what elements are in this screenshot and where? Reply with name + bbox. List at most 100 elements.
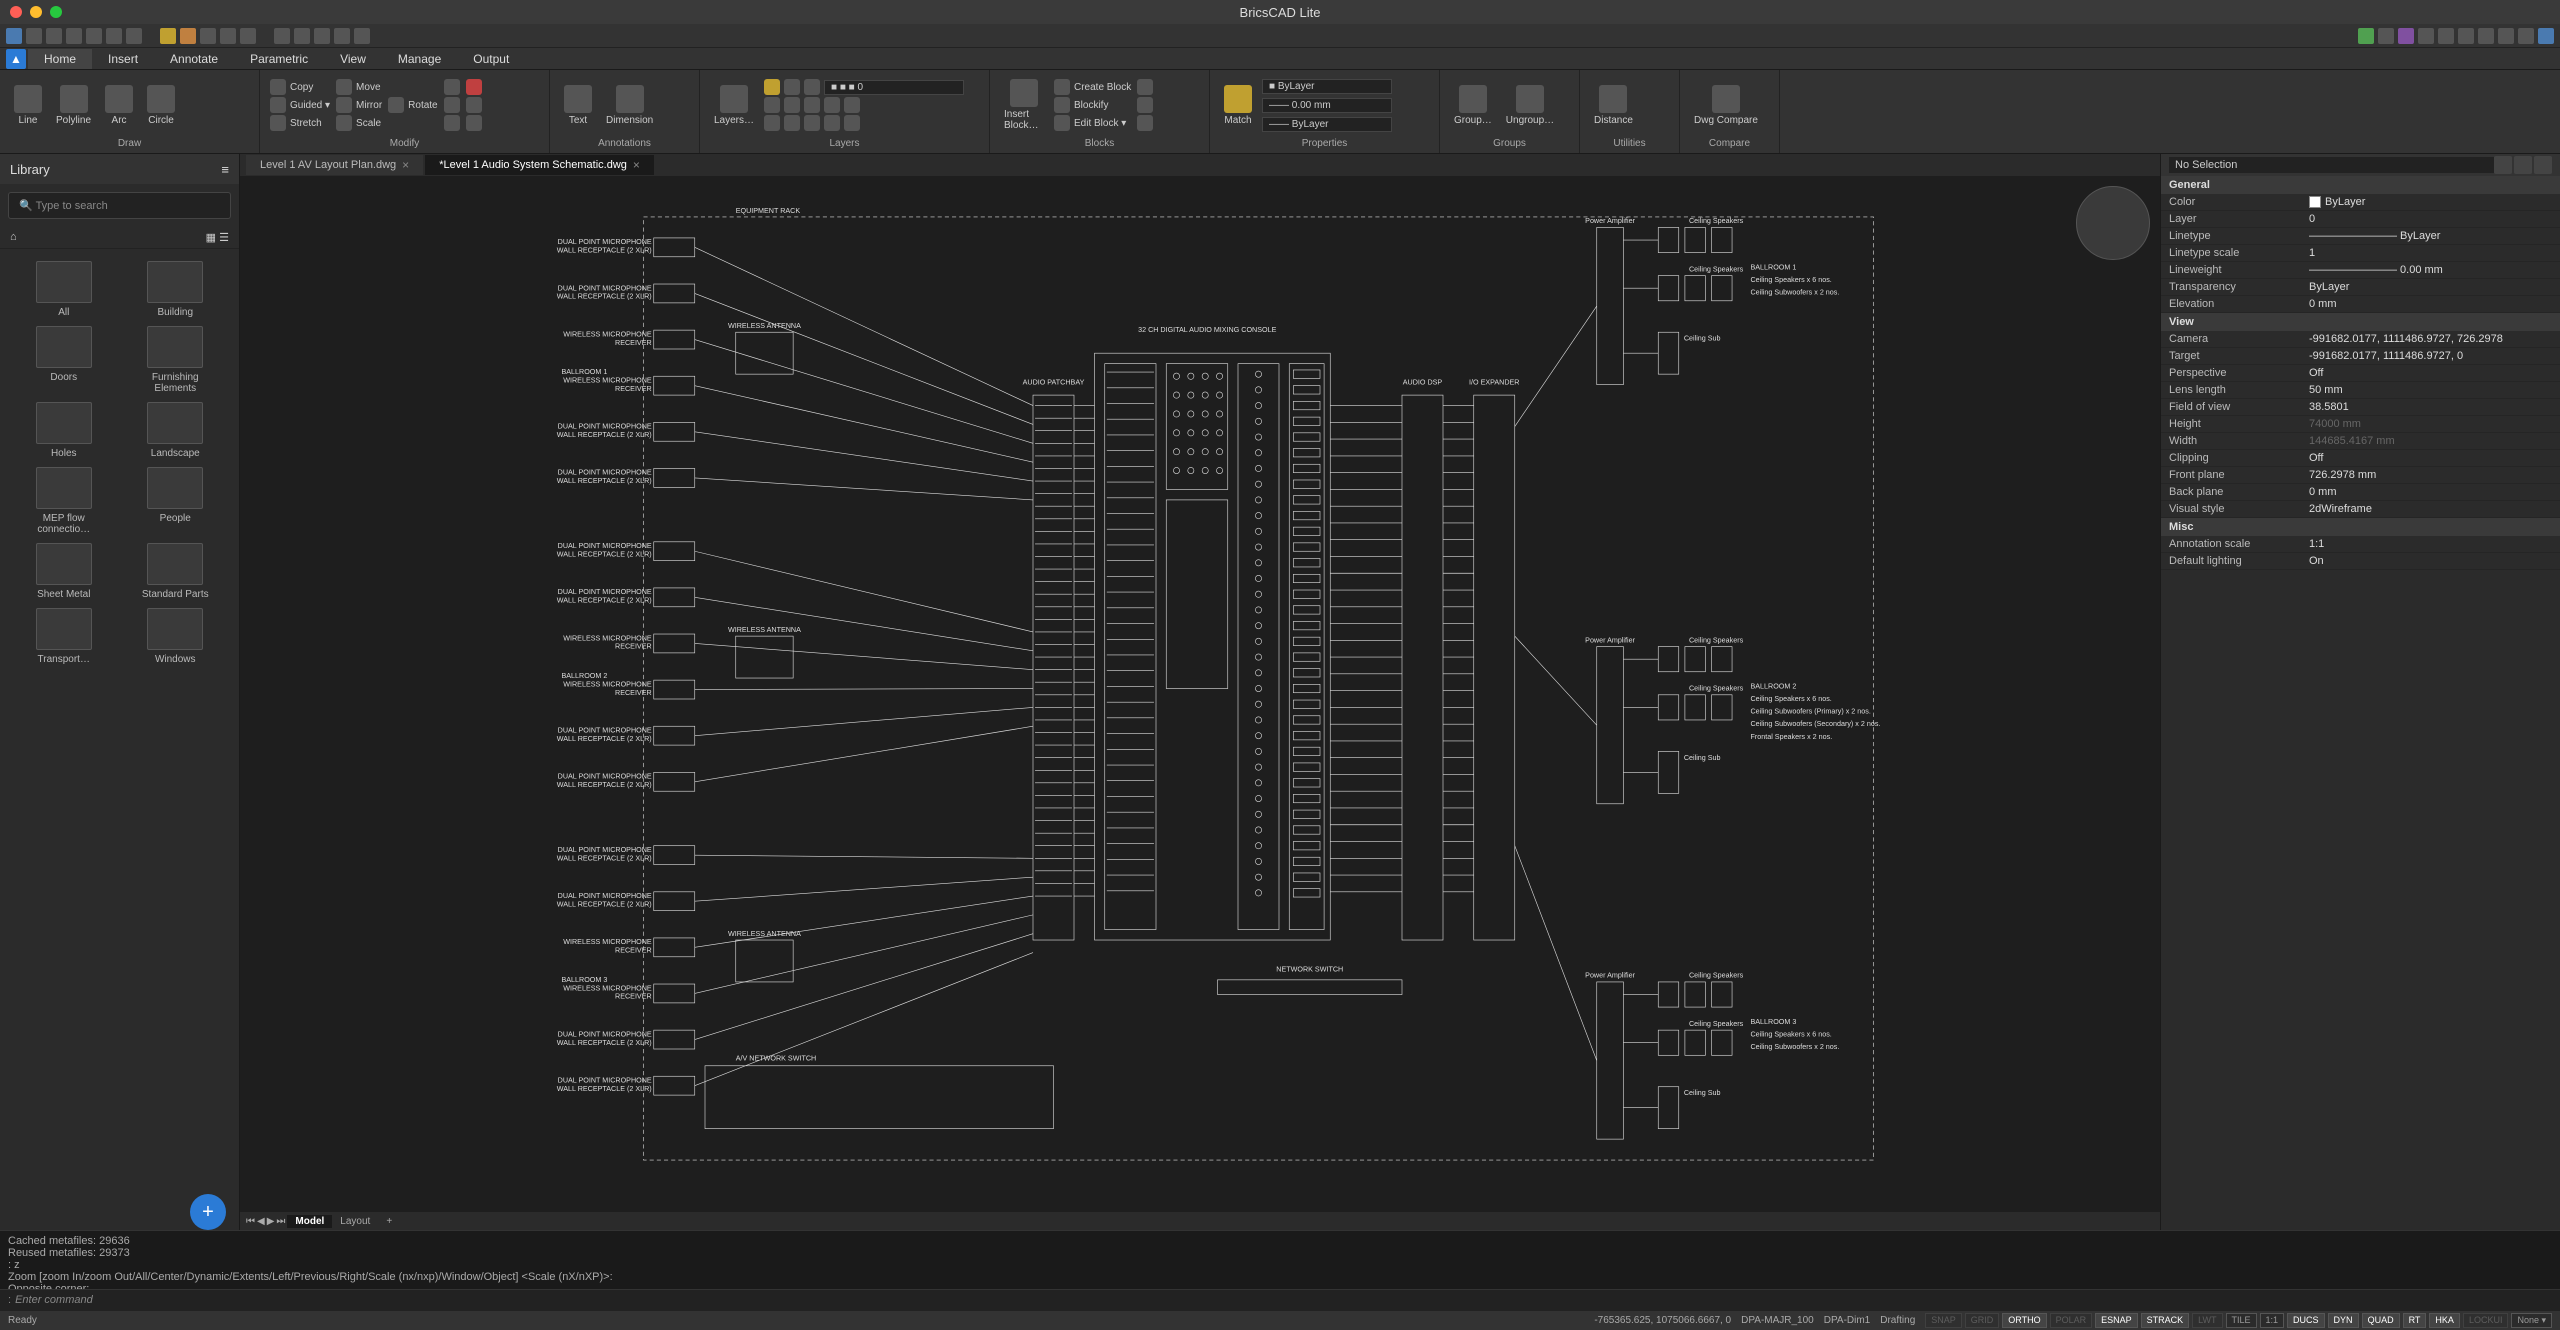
layer-tool-icon[interactable] <box>804 115 820 131</box>
block-tool-icon[interactable] <box>1137 97 1153 113</box>
document-tab[interactable]: Level 1 AV Layout Plan.dwg× <box>246 155 423 175</box>
color-dropdown[interactable]: ■ ByLayer <box>1262 79 1392 94</box>
qat-button[interactable] <box>2418 28 2434 44</box>
status-toggle-none[interactable]: None ▾ <box>2511 1313 2552 1328</box>
ungroup--tool[interactable]: Ungroup… <box>1502 83 1558 128</box>
prop-section-general[interactable]: General <box>2161 176 2560 194</box>
qat-button[interactable] <box>2498 28 2514 44</box>
library-item-sheet-metal[interactable]: Sheet Metal <box>12 543 116 600</box>
nav-last-icon[interactable]: ⏭ <box>276 1216 285 1227</box>
qat-button[interactable] <box>2438 28 2454 44</box>
nav-first-icon[interactable]: ⏮ <box>246 1216 255 1227</box>
layer-tool-icon[interactable] <box>804 97 820 113</box>
list-view-icon[interactable]: ☰ <box>219 232 229 244</box>
qat-button[interactable] <box>240 28 256 44</box>
layout-tab-layout[interactable]: Layout <box>332 1215 378 1228</box>
layer-tool-icon[interactable] <box>824 97 840 113</box>
library-item-people[interactable]: People <box>124 467 228 535</box>
qat-button[interactable] <box>334 28 350 44</box>
qat-button[interactable] <box>106 28 122 44</box>
modify-tool-icon[interactable] <box>466 97 482 113</box>
qat-button[interactable] <box>2358 28 2374 44</box>
library-item-standard-parts[interactable]: Standard Parts <box>124 543 228 600</box>
drawing-canvas[interactable]: EQUIPMENT RACK BALLROOM 1DUAL POINT MICR… <box>240 176 2160 1212</box>
group--tool[interactable]: Group… <box>1450 83 1496 128</box>
qat-button[interactable] <box>46 28 62 44</box>
prop-tool-icon[interactable] <box>2494 156 2512 174</box>
qat-button[interactable] <box>66 28 82 44</box>
library-search-input[interactable]: 🔍 Type to search <box>8 192 231 219</box>
menu-home[interactable]: Home <box>28 49 92 69</box>
qat-button[interactable] <box>180 28 196 44</box>
modify-tool-icon[interactable] <box>444 79 460 95</box>
status-toggle-11[interactable]: 1:1 <box>2260 1313 2285 1328</box>
qat-button[interactable] <box>2378 28 2394 44</box>
qat-button[interactable] <box>2458 28 2474 44</box>
qat-button[interactable] <box>2478 28 2494 44</box>
layer-tool-icon[interactable] <box>824 115 840 131</box>
menu-insert[interactable]: Insert <box>92 49 154 69</box>
layer-icon[interactable] <box>764 79 780 95</box>
close-tab-icon[interactable]: × <box>633 158 640 172</box>
document-tab[interactable]: *Level 1 Audio System Schematic.dwg× <box>425 155 654 175</box>
prop-row[interactable]: ColorByLayer <box>2161 194 2560 211</box>
status-toggle-ducs[interactable]: DUCS <box>2287 1313 2325 1328</box>
status-dim[interactable]: DPA-Dim1 <box>1824 1315 1870 1326</box>
dimension-tool[interactable]: Dimension <box>602 83 657 128</box>
menu-view[interactable]: View <box>324 49 382 69</box>
modify-tool-icon[interactable] <box>444 97 460 113</box>
prop-row[interactable]: Lineweight———————— 0.00 mm <box>2161 262 2560 279</box>
prop-row[interactable]: Camera-991682.0177, 1111486.9727, 726.29… <box>2161 331 2560 348</box>
layer-dropdown[interactable]: ■ ■ ■ 0 <box>824 80 964 95</box>
layer-icon[interactable] <box>804 79 820 95</box>
distance-tool[interactable]: Distance <box>1590 83 1637 128</box>
prop-row[interactable]: Lens length50 mm <box>2161 382 2560 399</box>
polyline-tool[interactable]: Polyline <box>52 83 95 128</box>
qat-button[interactable] <box>160 28 176 44</box>
prop-row[interactable]: Annotation scale1:1 <box>2161 536 2560 553</box>
prop-row[interactable]: Target-991682.0177, 1111486.9727, 0 <box>2161 348 2560 365</box>
menu-output[interactable]: Output <box>457 49 525 69</box>
menu-parametric[interactable]: Parametric <box>234 49 324 69</box>
close-tab-icon[interactable]: × <box>402 158 409 172</box>
library-item-mep-flow-connectio-[interactable]: MEP flow connectio… <box>12 467 116 535</box>
rotate-tool[interactable]: Rotate <box>388 97 437 113</box>
modify-tool-icon[interactable] <box>444 115 460 131</box>
selection-dropdown[interactable]: No Selection <box>2169 157 2494 173</box>
close-window-button[interactable] <box>10 6 22 18</box>
prop-row[interactable]: Back plane0 mm <box>2161 484 2560 501</box>
status-toggle-tile[interactable]: TILE <box>2226 1313 2257 1328</box>
prop-section-view[interactable]: View <box>2161 313 2560 331</box>
status-layer[interactable]: DPA-MAJR_100 <box>1741 1315 1814 1326</box>
status-toggle-rt[interactable]: RT <box>2403 1313 2427 1328</box>
status-toggle-ortho[interactable]: ORTHO <box>2002 1313 2046 1328</box>
status-toggle-lockui[interactable]: LOCKUI <box>2463 1313 2509 1328</box>
library-item-building[interactable]: Building <box>124 261 228 318</box>
status-mode[interactable]: Drafting <box>1880 1315 1915 1326</box>
grid-view-icon[interactable]: ▦ <box>206 232 216 244</box>
match-properties-tool[interactable]: Match <box>1220 83 1256 128</box>
layout-tab-model[interactable]: Model <box>287 1215 332 1228</box>
prop-row[interactable]: Linetype———————— ByLayer <box>2161 228 2560 245</box>
minimize-window-button[interactable] <box>30 6 42 18</box>
status-toggle-quad[interactable]: QUAD <box>2362 1313 2400 1328</box>
qat-help-button[interactable] <box>2538 28 2554 44</box>
move-tool[interactable]: Move <box>336 79 382 95</box>
library-item-all[interactable]: All <box>12 261 116 318</box>
menu-manage[interactable]: Manage <box>382 49 457 69</box>
qat-button[interactable] <box>200 28 216 44</box>
prop-row[interactable]: TransparencyByLayer <box>2161 279 2560 296</box>
status-toggle-lwt[interactable]: LWT <box>2192 1313 2222 1328</box>
text-tool[interactable]: Text <box>560 83 596 128</box>
qat-button[interactable] <box>86 28 102 44</box>
layers-tool[interactable]: Layers… <box>710 83 758 128</box>
layer-tool-icon[interactable] <box>844 97 860 113</box>
qat-button[interactable] <box>2518 28 2534 44</box>
status-toggle-dyn[interactable]: DYN <box>2328 1313 2359 1328</box>
guided---tool[interactable]: Guided ▾ <box>270 97 330 113</box>
stretch-tool[interactable]: Stretch <box>270 115 330 131</box>
block-tool-icon[interactable] <box>1137 115 1153 131</box>
status-toggle-grid[interactable]: GRID <box>1965 1313 2000 1328</box>
prop-row[interactable]: Height74000 mm <box>2161 416 2560 433</box>
qat-button[interactable] <box>6 28 22 44</box>
